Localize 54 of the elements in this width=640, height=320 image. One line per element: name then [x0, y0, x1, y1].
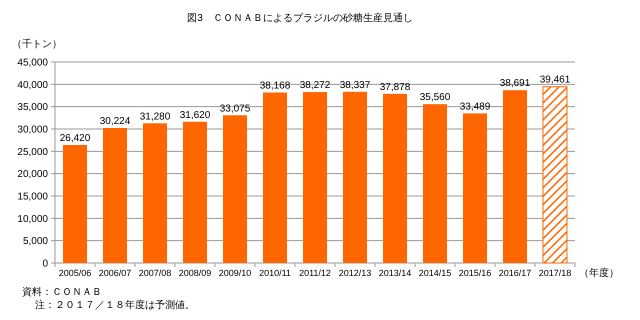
- bar: [463, 113, 487, 263]
- ylabel: （千トン）: [12, 39, 62, 50]
- x-tick-label: 2011/12: [299, 268, 331, 278]
- x-tick-label: 2006/07: [98, 268, 132, 278]
- data-label: 38,337: [340, 80, 371, 91]
- bar: [143, 123, 167, 263]
- y-tick-label: 0: [42, 258, 48, 270]
- x-tick-label: 2013/14: [378, 268, 412, 278]
- bar: [423, 104, 447, 263]
- y-tick-label: 30,000: [17, 124, 48, 136]
- data-label: 38,272: [300, 80, 331, 92]
- bar: [542, 86, 568, 264]
- data-label: 31,620: [180, 110, 211, 121]
- bar: [503, 90, 527, 263]
- bar: [383, 94, 407, 263]
- y-tick-label: 35,000: [17, 102, 48, 114]
- y-tick-label: 25,000: [17, 146, 48, 158]
- data-label: 33,075: [220, 103, 251, 114]
- bar: [103, 128, 127, 263]
- data-label: 30,224: [100, 116, 131, 127]
- y-tick-label: 10,000: [17, 214, 48, 225]
- data-label: 37,878: [380, 82, 411, 93]
- x-tick-label: 2005/06: [58, 268, 92, 278]
- x-tick-label: 2016/17: [498, 268, 532, 278]
- data-label: 38,691: [500, 78, 531, 90]
- y-tick-label: 5,000: [22, 236, 48, 248]
- annotation: 注：２０１７／１８年度は予測値。: [35, 300, 195, 311]
- x-tick-label: 2014/15: [418, 268, 452, 278]
- x-tick-label: 2017/18: [538, 268, 572, 278]
- data-label: 33,489: [460, 101, 491, 112]
- data-label: 35,560: [420, 92, 451, 104]
- data-label: 26,420: [60, 132, 91, 144]
- y-tick-label: 15,000: [17, 192, 48, 202]
- title: 図3 ＣＯＮＡＢによるブラジルの砂糖生産見通し: [187, 13, 413, 24]
- bar: [63, 144, 87, 263]
- y-tick-label: 45,000: [17, 58, 48, 68]
- annotation: 資料：ＣＯＮＡＢ: [22, 287, 102, 298]
- bar: [303, 92, 327, 263]
- y-tick-label: 20,000: [17, 169, 48, 180]
- x-tick-label: 2012/13: [338, 268, 372, 278]
- bar: [223, 115, 247, 263]
- x-tick-label: 2008/09: [178, 268, 212, 278]
- x-tick-label: 2009/10: [218, 268, 252, 278]
- xlabel: （年度）: [579, 268, 619, 279]
- bar: [343, 92, 367, 263]
- y-tick-label: 40,000: [17, 80, 48, 91]
- x-tick-label: 2010/11: [259, 268, 291, 278]
- x-tick-label: 2007/08: [138, 268, 172, 278]
- bar: [263, 92, 287, 263]
- data-label: 38,168: [260, 80, 291, 92]
- data-label: 31,280: [140, 111, 171, 122]
- data-label: 39,461: [540, 74, 571, 86]
- bar: [183, 122, 207, 263]
- x-tick-label: 2015/16: [458, 268, 492, 278]
